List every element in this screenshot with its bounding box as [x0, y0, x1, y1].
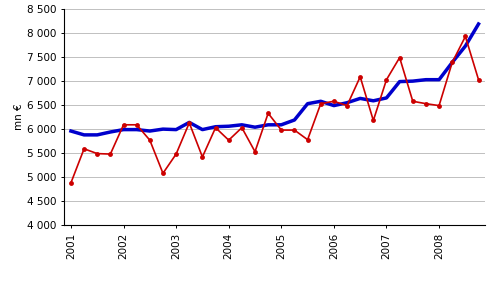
Årets inkomster	[278, 123, 284, 126]
Årets inkomster	[318, 100, 324, 103]
Årets inkomster	[68, 129, 74, 133]
Årets inkomster	[252, 126, 258, 129]
Årets utgifter	[173, 152, 179, 156]
Årets utgifter	[252, 150, 258, 154]
Årets utgifter	[344, 104, 350, 107]
Årets utgifter	[318, 102, 324, 105]
Årets inkomster	[212, 125, 218, 128]
Årets inkomster	[147, 129, 153, 133]
Årets inkomster	[410, 79, 416, 83]
Årets utgifter	[186, 121, 192, 125]
Årets utgifter	[68, 181, 74, 185]
Årets utgifter	[410, 100, 416, 103]
Årets inkomster	[436, 78, 442, 82]
Line: Årets utgifter: Årets utgifter	[68, 34, 481, 185]
Y-axis label: mn €: mn €	[14, 103, 24, 130]
Årets inkomster	[94, 133, 100, 137]
Årets utgifter	[81, 147, 87, 151]
Årets inkomster	[384, 96, 390, 100]
Årets inkomster	[292, 118, 297, 122]
Årets inkomster	[265, 123, 271, 126]
Årets utgifter	[212, 126, 218, 129]
Årets utgifter	[121, 123, 127, 126]
Årets utgifter	[278, 128, 284, 132]
Årets utgifter	[265, 111, 271, 115]
Årets utgifter	[331, 100, 337, 103]
Årets utgifter	[384, 78, 390, 82]
Årets inkomster	[476, 22, 482, 26]
Årets inkomster	[344, 101, 350, 105]
Årets inkomster	[226, 124, 232, 128]
Årets utgifter	[462, 35, 468, 38]
Årets utgifter	[160, 172, 166, 175]
Line: Årets inkomster: Årets inkomster	[71, 24, 479, 135]
Årets inkomster	[173, 128, 179, 131]
Årets inkomster	[239, 123, 245, 126]
Årets utgifter	[292, 128, 297, 132]
Årets inkomster	[331, 104, 337, 107]
Årets utgifter	[423, 102, 429, 105]
Årets utgifter	[199, 155, 205, 159]
Årets inkomster	[370, 99, 376, 103]
Årets utgifter	[107, 152, 113, 156]
Årets inkomster	[357, 97, 363, 100]
Årets inkomster	[304, 102, 310, 105]
Årets utgifter	[134, 123, 140, 126]
Årets utgifter	[304, 138, 310, 141]
Årets inkomster	[423, 78, 429, 82]
Årets inkomster	[107, 130, 113, 134]
Årets utgifter	[476, 78, 482, 82]
Årets utgifter	[396, 56, 402, 59]
Årets inkomster	[449, 61, 455, 64]
Årets utgifter	[147, 139, 153, 142]
Årets inkomster	[81, 133, 87, 137]
Årets inkomster	[186, 121, 192, 124]
Årets utgifter	[449, 61, 455, 64]
Årets utgifter	[226, 139, 232, 142]
Årets utgifter	[357, 75, 363, 79]
Årets inkomster	[199, 128, 205, 131]
Årets inkomster	[134, 128, 140, 131]
Årets inkomster	[121, 128, 127, 131]
Årets utgifter	[94, 152, 100, 155]
Årets utgifter	[370, 119, 376, 122]
Årets utgifter	[239, 126, 245, 129]
Årets inkomster	[462, 44, 468, 48]
Årets inkomster	[160, 127, 166, 131]
Årets inkomster	[396, 80, 402, 83]
Årets utgifter	[436, 104, 442, 107]
